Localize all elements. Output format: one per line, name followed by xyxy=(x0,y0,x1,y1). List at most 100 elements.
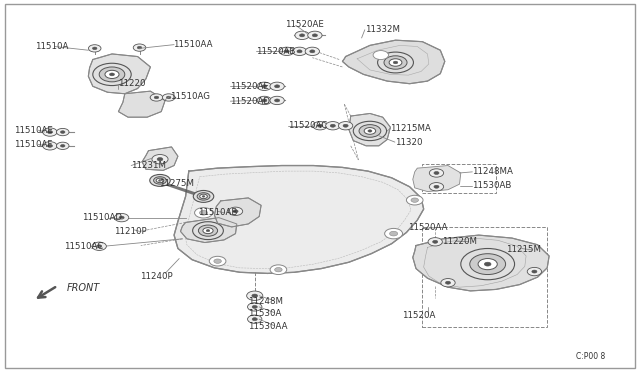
Circle shape xyxy=(295,31,309,39)
Text: 11520AD: 11520AD xyxy=(230,97,270,106)
Circle shape xyxy=(368,130,372,132)
Circle shape xyxy=(532,270,537,273)
Circle shape xyxy=(150,94,163,101)
Circle shape xyxy=(384,56,407,69)
Circle shape xyxy=(262,99,267,102)
Circle shape xyxy=(297,50,302,53)
Circle shape xyxy=(390,231,397,236)
Circle shape xyxy=(262,85,267,88)
Circle shape xyxy=(56,128,69,136)
Circle shape xyxy=(154,96,159,99)
Circle shape xyxy=(252,318,257,321)
Circle shape xyxy=(310,50,315,53)
Circle shape xyxy=(478,259,497,270)
Polygon shape xyxy=(413,166,461,192)
Polygon shape xyxy=(142,147,178,170)
Circle shape xyxy=(393,61,398,64)
Circle shape xyxy=(206,230,210,232)
Circle shape xyxy=(47,144,52,147)
Circle shape xyxy=(343,124,348,127)
Text: 11520AE: 11520AE xyxy=(285,20,324,29)
Circle shape xyxy=(60,144,65,147)
Text: 11215MA: 11215MA xyxy=(390,124,431,133)
Circle shape xyxy=(93,47,97,50)
Circle shape xyxy=(353,121,387,141)
Circle shape xyxy=(257,82,271,90)
Text: 11510AA: 11510AA xyxy=(173,40,212,49)
Circle shape xyxy=(154,177,166,184)
Circle shape xyxy=(157,158,163,161)
Polygon shape xyxy=(349,113,390,146)
Circle shape xyxy=(411,198,419,202)
Circle shape xyxy=(252,294,258,298)
Bar xyxy=(422,164,496,193)
Circle shape xyxy=(105,70,119,78)
Circle shape xyxy=(364,128,376,134)
Circle shape xyxy=(99,67,125,82)
Circle shape xyxy=(275,99,280,102)
Circle shape xyxy=(429,183,444,191)
Circle shape xyxy=(193,190,214,202)
Circle shape xyxy=(248,303,262,311)
Text: 11332M: 11332M xyxy=(365,25,400,34)
Circle shape xyxy=(275,267,282,272)
Circle shape xyxy=(198,225,218,236)
Circle shape xyxy=(317,124,323,127)
Circle shape xyxy=(378,52,413,73)
Circle shape xyxy=(389,59,402,66)
Circle shape xyxy=(88,45,101,52)
Circle shape xyxy=(115,214,129,222)
Circle shape xyxy=(56,142,69,150)
Circle shape xyxy=(152,154,168,164)
Text: 11275M: 11275M xyxy=(159,179,194,187)
Circle shape xyxy=(159,180,161,181)
Circle shape xyxy=(326,122,340,130)
Circle shape xyxy=(429,169,444,177)
Polygon shape xyxy=(413,235,549,291)
Circle shape xyxy=(313,122,327,130)
Circle shape xyxy=(433,240,438,243)
Text: 11220M: 11220M xyxy=(442,237,477,246)
Text: 11510A: 11510A xyxy=(35,42,68,51)
Text: 11530A: 11530A xyxy=(248,309,282,318)
Circle shape xyxy=(47,131,52,134)
Text: 11520AB: 11520AB xyxy=(256,47,296,56)
Circle shape xyxy=(248,315,262,323)
Circle shape xyxy=(200,211,207,215)
Circle shape xyxy=(214,259,221,263)
Circle shape xyxy=(441,279,455,287)
Text: 11215M: 11215M xyxy=(506,246,541,254)
Text: 11520AC: 11520AC xyxy=(288,121,327,130)
Text: 11231M: 11231M xyxy=(131,161,166,170)
Text: 11510AF: 11510AF xyxy=(14,140,52,149)
Circle shape xyxy=(434,171,439,174)
Circle shape xyxy=(93,63,131,86)
Circle shape xyxy=(373,51,388,60)
Bar xyxy=(422,227,547,327)
Circle shape xyxy=(119,216,124,219)
Circle shape xyxy=(484,262,491,266)
Circle shape xyxy=(428,238,442,246)
Circle shape xyxy=(97,245,102,248)
Polygon shape xyxy=(214,198,261,227)
Circle shape xyxy=(275,85,280,88)
Circle shape xyxy=(308,31,322,39)
Circle shape xyxy=(284,50,289,53)
Circle shape xyxy=(434,185,439,188)
Circle shape xyxy=(385,228,403,239)
Text: 11510AG: 11510AG xyxy=(170,92,210,101)
Text: 11530AB: 11530AB xyxy=(472,182,512,190)
Polygon shape xyxy=(180,218,237,243)
Polygon shape xyxy=(118,91,165,117)
Text: 11240P: 11240P xyxy=(140,272,172,280)
Circle shape xyxy=(270,96,284,105)
Polygon shape xyxy=(88,54,150,94)
Text: 11510AD: 11510AD xyxy=(82,213,122,222)
Circle shape xyxy=(312,34,317,37)
Text: FRONT: FRONT xyxy=(67,283,100,293)
Circle shape xyxy=(280,47,294,55)
Circle shape xyxy=(270,265,287,275)
Circle shape xyxy=(166,96,171,99)
Text: 11510AC: 11510AC xyxy=(64,242,103,251)
Text: 11520A: 11520A xyxy=(402,311,435,320)
